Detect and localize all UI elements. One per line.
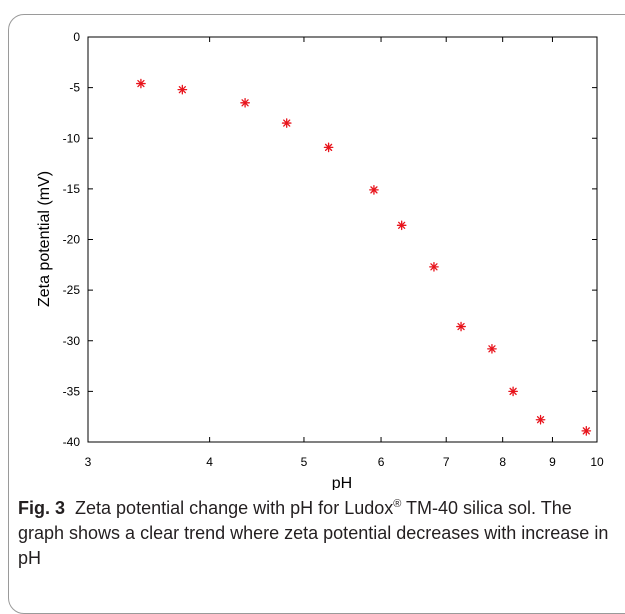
- x-tick-label: 6: [378, 455, 385, 469]
- y-tick-label: -30: [63, 334, 81, 348]
- axes-box: [87, 36, 598, 443]
- plot-area: 3 4 5 6 7 8 9 10 0 -5 -10 -15 -20 -25 -30 -35 -40: [63, 30, 604, 469]
- data-point: [281, 118, 292, 128]
- y-tick-label: -25: [63, 283, 81, 297]
- data-point: [535, 414, 546, 425]
- y-tick-label: -15: [63, 182, 81, 196]
- y-tick-label: -40: [63, 435, 81, 449]
- x-tick-label: 8: [499, 455, 506, 469]
- x-tick-label: 9: [549, 455, 556, 469]
- x-tick-label: 3: [85, 455, 92, 469]
- caption-text: Zeta potential change with pH for Ludox: [75, 498, 394, 518]
- data-point: [456, 321, 466, 332]
- y-tick-label: -5: [69, 81, 80, 95]
- data-point: [487, 343, 497, 354]
- x-tick-label: 7: [443, 455, 450, 469]
- y-tick-label: -20: [63, 233, 81, 247]
- y-tick-label: 0: [73, 30, 80, 44]
- data-point: [136, 78, 146, 89]
- caption-text-continued: TM-40 silica sol. The graph shows a clea…: [18, 498, 609, 568]
- data-point: [240, 97, 250, 108]
- caption-figure-label: Fig. 3: [18, 498, 66, 518]
- data-point: [323, 142, 334, 153]
- x-axis-label: pH: [332, 475, 352, 490]
- y-axis-label: Zeta potential (mV): [36, 171, 53, 307]
- figure-caption: Fig. 3 Zeta potential change with pH for…: [18, 496, 618, 571]
- y-tick-label: -10: [63, 131, 81, 145]
- data-point: [581, 426, 592, 436]
- data-point: [429, 261, 439, 272]
- data-point: [369, 185, 379, 195]
- data-point: [396, 220, 407, 231]
- data-point: [508, 386, 518, 397]
- data-point: [177, 84, 188, 95]
- caption-registered-mark: ®: [393, 498, 402, 510]
- x-tick-label: 4: [206, 455, 213, 469]
- chart: 3 4 5 6 7 8 9 10 0 -5 -10 -15 -20 -25 -30 -35 -40 Zeta p…: [36, 30, 604, 490]
- x-tick-label: 5: [301, 455, 308, 469]
- y-tick-label: -35: [63, 384, 81, 398]
- x-tick-label: 10: [590, 455, 604, 469]
